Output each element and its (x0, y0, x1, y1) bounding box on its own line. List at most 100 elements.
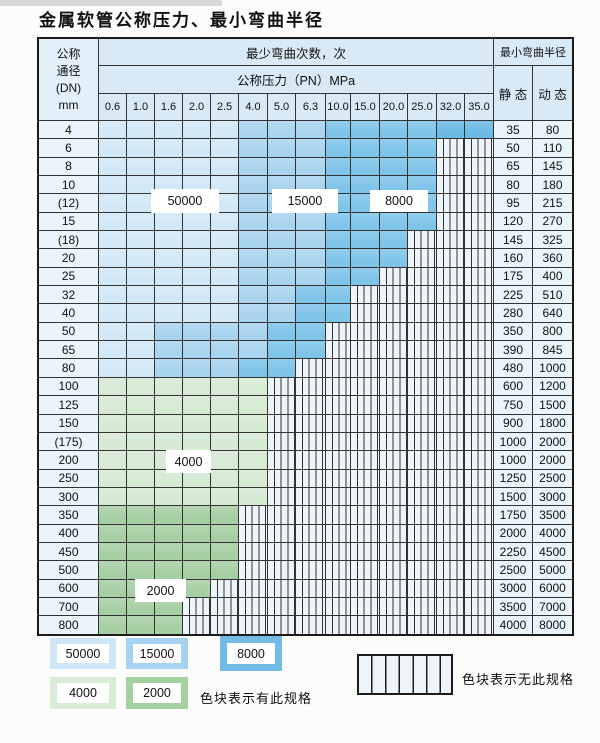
cycle-cell (183, 432, 210, 451)
cycle-cell (127, 487, 154, 506)
dn-cell: 32 (39, 286, 98, 304)
no-spec-cell (380, 396, 407, 414)
no-spec-cell (351, 341, 379, 359)
no-spec-cell (211, 597, 238, 616)
dn-cell: 15 (39, 212, 98, 231)
cycle-cell (127, 286, 154, 304)
no-spec-cell (465, 322, 493, 341)
dn-cell: 6 (39, 139, 98, 157)
no-spec-cell (268, 524, 295, 542)
static-value-cell: 1000 (494, 432, 532, 451)
cycle-cell (99, 396, 126, 414)
dn-cell: (12) (39, 194, 98, 212)
cycle-cell (239, 469, 267, 487)
no-spec-cell (408, 579, 436, 597)
no-spec-cell (351, 597, 379, 616)
cycle-cell (408, 121, 436, 139)
no-spec-cell (326, 341, 350, 359)
no-spec-cell (351, 304, 379, 322)
cycle-cell (239, 267, 267, 286)
dn-cell: 700 (39, 597, 98, 616)
no-spec-cell (465, 432, 493, 451)
dn-cell: 350 (39, 506, 98, 524)
no-spec-cell (351, 487, 379, 506)
no-spec-cell (296, 542, 325, 561)
cycle-cell (183, 212, 210, 231)
cycle-count-label: 8000 (370, 190, 428, 212)
no-spec-cell (296, 616, 325, 634)
static-value-cell: 35 (494, 121, 532, 139)
no-spec-cell (296, 377, 325, 396)
cycle-cell (437, 121, 464, 139)
no-spec-cell (326, 359, 350, 377)
no-spec-cell (408, 267, 436, 286)
no-spec-cell (268, 542, 295, 561)
dn-header-line: 公称 (56, 46, 81, 61)
cycle-cell (155, 597, 182, 616)
cycle-cell (155, 616, 182, 634)
cycle-cell (155, 432, 182, 451)
cycle-cell (268, 322, 295, 341)
no-spec-cell (465, 616, 493, 634)
pressure-tick: 10.0 (326, 94, 350, 120)
no-spec-cell (239, 579, 267, 597)
no-spec-cell (408, 469, 436, 487)
cycle-cell (351, 139, 379, 157)
no-spec-cell (326, 432, 350, 451)
cycle-cell (211, 524, 238, 542)
cycle-cell (211, 451, 238, 469)
cycle-cell (351, 267, 379, 286)
cycle-cell (211, 396, 238, 414)
no-spec-cell (408, 542, 436, 561)
cycle-cell (268, 212, 295, 231)
no-spec-cell (437, 286, 464, 304)
no-spec-cell (351, 359, 379, 377)
static-value-cell: 1750 (494, 506, 532, 524)
cycle-cell (99, 286, 126, 304)
cycle-cell (326, 286, 350, 304)
no-spec-cell (268, 377, 295, 396)
no-spec-cell (380, 469, 407, 487)
top-gray-strip (0, 0, 222, 6)
cycle-cell (183, 506, 210, 524)
no-spec-cell (296, 524, 325, 542)
no-spec-cell (408, 231, 436, 249)
no-spec-cell (380, 506, 407, 524)
cycle-cell (268, 249, 295, 267)
static-value-cell: 160 (494, 249, 532, 267)
no-spec-cell (351, 524, 379, 542)
dynamic-value-cell: 360 (533, 249, 572, 267)
cycle-cell (380, 212, 407, 231)
no-spec-cell (408, 249, 436, 267)
legend-swatch-label: 50000 (57, 643, 109, 664)
cycle-cell (239, 396, 267, 414)
no-spec-cell (239, 506, 267, 524)
dn-cell: 125 (39, 396, 98, 414)
legend-has-spec-text: 色块表示有此规格 (200, 691, 313, 706)
no-spec-cell (408, 377, 436, 396)
static-value-cell: 3500 (494, 597, 532, 616)
static-header-label: 静 态 (498, 87, 528, 102)
cycle-cell (99, 377, 126, 396)
dynamic-value-cell: 270 (533, 212, 572, 231)
no-spec-cell (380, 359, 407, 377)
cycle-cell (326, 231, 350, 249)
no-spec-cell (326, 561, 350, 579)
no-spec-cell (437, 377, 464, 396)
no-spec-cell (437, 561, 464, 579)
no-spec-cell (268, 414, 295, 432)
cycle-cell (155, 377, 182, 396)
dn-cell: (175) (39, 432, 98, 451)
no-spec-cell (380, 432, 407, 451)
cycle-cell (127, 249, 154, 267)
cycle-cell (183, 341, 210, 359)
no-spec-cell (465, 157, 493, 176)
no-spec-cell (268, 451, 295, 469)
dn-cell: 40 (39, 304, 98, 322)
cycle-cell (239, 121, 267, 139)
no-spec-cell (408, 286, 436, 304)
no-spec-cell (408, 432, 436, 451)
no-spec-cell (465, 286, 493, 304)
cycle-cell (268, 359, 295, 377)
cycle-cell (99, 561, 126, 579)
